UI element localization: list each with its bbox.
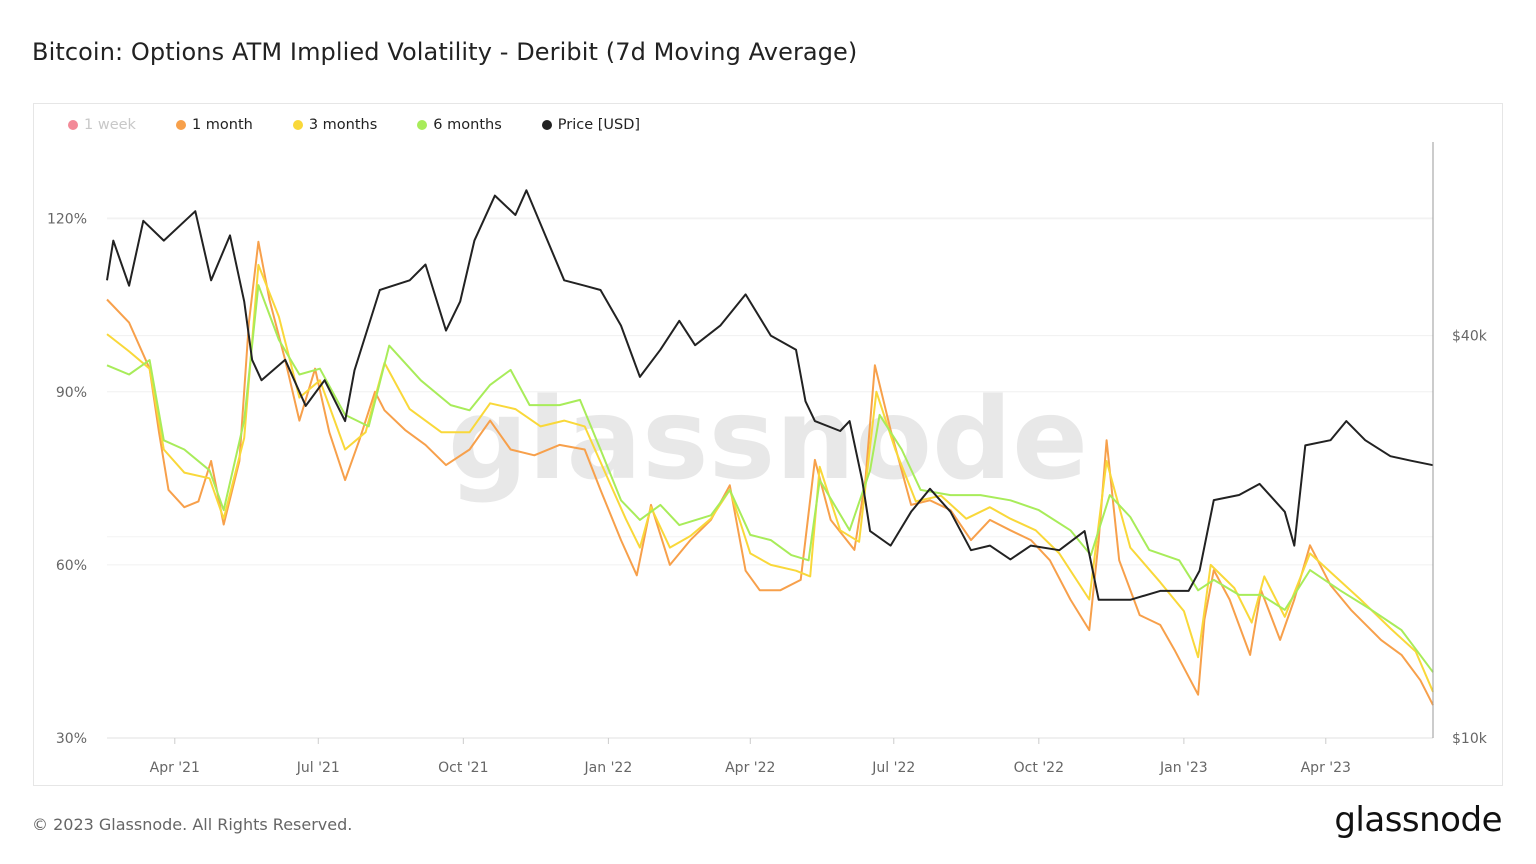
legend-dot-icon [292, 120, 303, 130]
x-tick-label: Jan '22 [584, 760, 633, 776]
axes: 30% 60% 90% 120% $10k $40k Apr '21 Jul '21 Oct '… [47, 142, 1488, 776]
copyright: © 2023 Glassnode. All Rights Reserved. [32, 815, 353, 834]
legend-label: 1 month [191, 117, 253, 133]
x-tick-label: Oct '22 [1014, 760, 1064, 776]
glassnode-logo: glassnode [1334, 800, 1502, 840]
legend-dot-icon [68, 120, 78, 130]
legend-item-1-week[interactable]: 1 week [68, 117, 136, 133]
legend-item-1-month[interactable]: 1 month [175, 117, 253, 133]
chart-panel [33, 103, 1503, 786]
legend-label: 3 months [308, 117, 378, 133]
chart-title: Bitcoin: Options ATM Implied Volatility … [32, 38, 858, 66]
legend-dot-icon [541, 120, 552, 130]
series-line-6-months [106, 284, 1434, 673]
y-left-tick-label: 120% [47, 212, 87, 228]
legend-label: Price [USD] [557, 117, 641, 133]
y-left-tick-label: 60% [56, 558, 87, 574]
series-line-price-usd [106, 189, 1434, 601]
x-tick-label: Oct '21 [438, 760, 488, 776]
x-tick-label: Apr '22 [725, 760, 775, 776]
x-tick-label: Apr '21 [150, 760, 200, 776]
series-line-3-months [106, 263, 1434, 693]
legend: 1 week 1 month 3 months 6 months Price [USD] [68, 117, 680, 133]
legend-label: 6 months [433, 117, 502, 133]
y-right-tick-label: $10k [1452, 731, 1488, 747]
series-layer [106, 189, 1434, 706]
legend-dot-icon [175, 120, 186, 130]
x-tick-label: Jul '22 [871, 760, 915, 776]
watermark: glassnode [448, 375, 1088, 505]
y-left-tick-label: 90% [56, 385, 87, 401]
y-left-tick-label: 30% [56, 731, 87, 747]
legend-label: 1 week [84, 117, 136, 133]
legend-item-3-months[interactable]: 3 months [292, 117, 378, 133]
legend-dot-icon [417, 120, 428, 130]
legend-item-6-months[interactable]: 6 months [417, 117, 502, 133]
legend-item-price-usd[interactable]: Price [USD] [541, 117, 641, 133]
y-right-tick-label: $40k [1452, 329, 1488, 345]
x-tick-label: Apr '23 [1301, 760, 1351, 776]
x-tick-label: Jul '21 [296, 760, 340, 776]
x-tick-label: Jan '23 [1159, 760, 1208, 776]
